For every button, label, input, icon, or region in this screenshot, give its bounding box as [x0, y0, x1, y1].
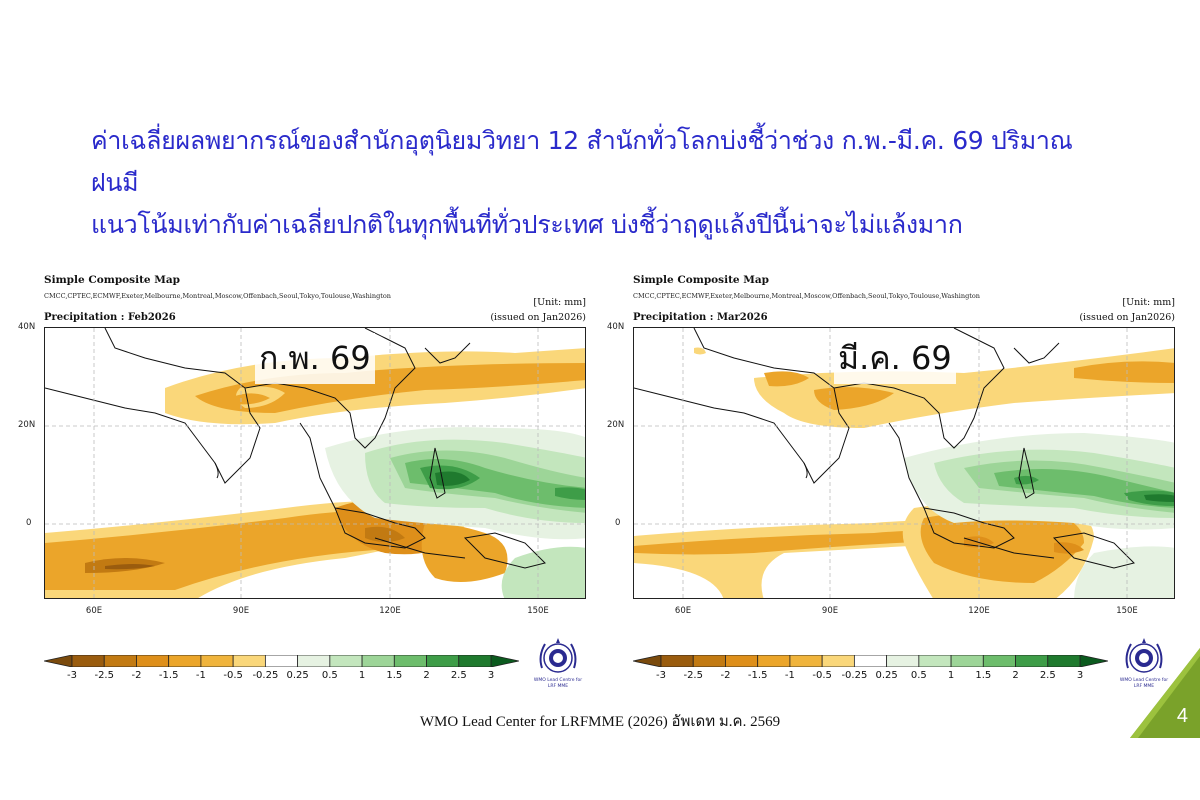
colorbar-tick-label: -0.25	[252, 670, 279, 681]
wmo-caption: WMO Lead Centre for LRF MME	[533, 678, 583, 689]
colorbar-tick-label: -0.5	[223, 670, 243, 681]
page-corner-triangle	[1130, 648, 1200, 738]
colorbar-tick-label: 2	[1012, 670, 1019, 681]
panel-title: Simple Composite Map	[633, 274, 770, 286]
colorbar-feb: -3 -2.5 -2 -1.5 -1 -0.5 -0.25 0.25 0.5 1 1.5 2 2.5 3	[44, 655, 519, 681]
colorbar-tick-label: 0.25	[286, 670, 309, 681]
month-annotation: มี.ค. 69	[834, 333, 956, 384]
colorbar-graphic	[44, 655, 519, 667]
y-tick-0: 0	[26, 518, 32, 528]
colorbar-tick-label: -0.25	[841, 670, 868, 681]
panel-unit: [Unit: mm]	[533, 297, 586, 308]
map-panel-feb: Simple Composite Map CMCC,CPTEC,ECMWF,Ex…	[18, 272, 590, 632]
y-tick-20n: 20N	[607, 420, 625, 430]
precip-anomaly-map: ก.พ. 69	[44, 327, 586, 599]
month-annotation: ก.พ. 69	[255, 333, 375, 384]
panel-variable: Precipitation : Mar2026	[633, 312, 768, 323]
map-graphic	[45, 328, 585, 598]
x-tick-90e: 90E	[821, 606, 839, 616]
wmo-emblem-icon	[1125, 638, 1163, 673]
panel-centres: CMCC,CPTEC,ECMWF,Exeter,Melbourne,Montre…	[633, 292, 980, 300]
colorbar-tick-label: -3	[67, 670, 77, 681]
colorbar-tick-label: 0.25	[875, 670, 898, 681]
colorbar-tick-label: 3	[1076, 670, 1084, 681]
colorbar-tick-label: 1.5	[975, 670, 992, 681]
colorbar-tick-label: -2.5	[683, 670, 703, 681]
colorbar-tick-label: -0.5	[812, 670, 832, 681]
panel-centres: CMCC,CPTEC,ECMWF,Exeter,Melbourne,Montre…	[44, 292, 391, 300]
headline-line-1: ค่าเฉลี่ยผลพยากรณ์ของสำนักอุตุนิยมวิทยา …	[91, 126, 1073, 197]
colorbar-tick-label: 2.5	[1039, 670, 1056, 681]
y-tick-40n: 40N	[607, 322, 625, 332]
panel-title: Simple Composite Map	[44, 274, 181, 286]
page-number: 4	[1176, 705, 1188, 727]
map-graphic	[634, 328, 1174, 598]
colorbar-tick-label: -2	[131, 670, 142, 681]
panel-unit: [Unit: mm]	[1122, 297, 1175, 308]
colorbar-tick-label: -2	[720, 670, 731, 681]
colorbar-tick-label: 2.5	[450, 670, 467, 681]
colorbar-tick-label: -1.5	[747, 670, 768, 681]
colorbar-tick-label: 1	[358, 670, 366, 681]
y-tick-20n: 20N	[18, 420, 36, 430]
x-tick-90e: 90E	[232, 606, 250, 616]
colorbar-tick-label: 1.5	[386, 670, 403, 681]
colorbar-tick-label: -2.5	[94, 670, 114, 681]
colorbar-tick-label: 1	[947, 670, 955, 681]
colorbar-tick-label: -3	[656, 670, 666, 681]
colorbar-tick-label: 3	[487, 670, 495, 681]
precip-anomaly-map: มี.ค. 69	[633, 327, 1175, 599]
headline: ค่าเฉลี่ยผลพยากรณ์ของสำนักอุตุนิยมวิทยา …	[91, 120, 1091, 246]
colorbar-tick-label: 0.5	[321, 670, 338, 681]
panel-issued: (issued on Jan2026)	[1079, 312, 1175, 323]
wmo-emblem-icon	[539, 638, 577, 673]
colorbar-mar: -3 -2.5 -2 -1.5 -1 -0.5 -0.25 0.25 0.5 1 1.5 2 2.5 3	[633, 655, 1108, 681]
headline-line-2: แนวโน้มเท่ากับค่าเฉลี่ยปกติในทุกพื้นที่ท…	[91, 210, 963, 239]
x-tick-120e: 120E	[379, 606, 401, 616]
x-tick-60e: 60E	[85, 606, 103, 616]
wmo-caption: WMO Lead Centre for LRF MME	[1119, 678, 1169, 689]
colorbar-tick-label: 2	[423, 670, 430, 681]
colorbar-graphic	[633, 655, 1108, 667]
colorbar-tick-label: -1	[784, 670, 795, 681]
panel-variable: Precipitation : Feb2026	[44, 312, 176, 323]
colorbar-tick-label: 0.5	[910, 670, 927, 681]
x-tick-150e: 150E	[527, 606, 549, 616]
x-tick-150e: 150E	[1116, 606, 1138, 616]
colorbar-tick-label: -1.5	[158, 670, 179, 681]
panel-issued: (issued on Jan2026)	[490, 312, 586, 323]
x-tick-120e: 120E	[968, 606, 990, 616]
wmo-logo-mar: WMO Lead Centre for LRF MME	[1119, 636, 1169, 696]
y-tick-40n: 40N	[18, 322, 36, 332]
wmo-logo-feb: WMO Lead Centre for LRF MME	[533, 636, 583, 696]
x-tick-60e: 60E	[674, 606, 692, 616]
y-tick-0: 0	[615, 518, 621, 528]
source-footer: WMO Lead Center for LRFMME (2026) อัพเดท…	[419, 714, 781, 730]
map-panel-mar: Simple Composite Map CMCC,CPTEC,ECMWF,Ex…	[607, 272, 1179, 632]
colorbar-tick-label: -1	[195, 670, 206, 681]
